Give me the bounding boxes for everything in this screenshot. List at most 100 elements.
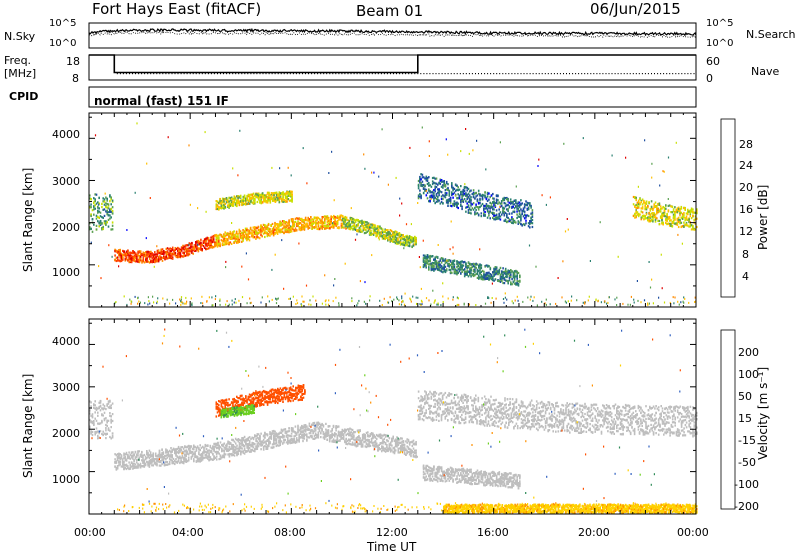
- power-cell: [106, 199, 108, 202]
- power-cell: [234, 298, 236, 301]
- power-cell: [499, 215, 502, 218]
- power-cell: [141, 253, 143, 256]
- velocity-cell: [97, 437, 99, 440]
- power-cell: [508, 212, 511, 215]
- power-cell: [648, 261, 650, 263]
- power-cell: [271, 227, 274, 231]
- power-cell: [440, 304, 442, 307]
- power-cell: [179, 298, 181, 301]
- power-cell: [545, 203, 547, 206]
- power-cell: [316, 218, 318, 221]
- power-cell: [98, 222, 100, 225]
- power-cell: [499, 266, 502, 269]
- nave-dot: [420, 73, 422, 75]
- nave-dot: [195, 73, 197, 75]
- power-cell: [103, 198, 106, 201]
- power-cell: [632, 203, 635, 206]
- power-cell: [211, 237, 214, 240]
- power-cell: [452, 252, 454, 255]
- power-cell: [512, 302, 514, 305]
- velocity-cell: [120, 454, 123, 457]
- power-cell: [500, 202, 503, 205]
- power-cell: [221, 240, 224, 243]
- power-cell: [153, 265, 155, 268]
- power-cell: [219, 245, 221, 248]
- power-cell: [661, 287, 663, 290]
- power-cell: [122, 256, 124, 259]
- power-cell: [182, 255, 184, 258]
- power-cell: [107, 207, 110, 210]
- power-cell: [255, 229, 257, 232]
- power-cell: [177, 256, 179, 259]
- power-cell: [641, 207, 644, 210]
- power-cell: [291, 193, 293, 196]
- power-cell: [137, 258, 139, 261]
- power-cell: [390, 229, 392, 232]
- power-cell: [130, 302, 132, 305]
- velocity-cell: [110, 419, 112, 422]
- power-cell: [114, 250, 116, 253]
- power-cell: [307, 216, 309, 219]
- velocity-cell: [125, 459, 128, 462]
- power-cell: [301, 228, 303, 231]
- power-cell: [533, 296, 535, 299]
- nave-dot: [620, 73, 622, 75]
- power-cell: [168, 252, 170, 255]
- power-cell: [647, 302, 649, 305]
- nave-dot: [153, 73, 155, 75]
- power-cell: [588, 295, 590, 298]
- power-cell: [504, 292, 506, 295]
- power-cell: [115, 249, 118, 253]
- velocity-cell: [102, 430, 104, 433]
- power-cell: [97, 220, 99, 223]
- nave-dot: [116, 73, 118, 75]
- power-cell: [470, 212, 472, 215]
- power-cell: [188, 252, 191, 255]
- power-cell: [142, 251, 145, 254]
- power-cell: [219, 233, 221, 236]
- power-cell: [671, 224, 674, 227]
- power-cell: [484, 194, 486, 197]
- power-cell: [325, 215, 327, 218]
- power-cell: [338, 304, 340, 307]
- power-cell: [503, 214, 506, 217]
- nave-dot: [596, 73, 598, 75]
- power-cell: [298, 226, 301, 229]
- power-cell: [237, 174, 239, 177]
- power-cell: [311, 223, 313, 226]
- power-cell: [101, 216, 103, 219]
- power-cell: [502, 267, 504, 270]
- power-cell: [178, 251, 180, 254]
- power-cell: [195, 246, 197, 249]
- power-cell: [129, 254, 132, 257]
- power-cell: [359, 280, 361, 283]
- power-cell: [228, 242, 230, 245]
- nave-dot: [311, 73, 313, 75]
- power-cell: [165, 257, 168, 260]
- power-cell: [172, 298, 174, 301]
- nave-dot: [672, 73, 674, 75]
- velocity-cell: [119, 463, 121, 466]
- power-cell: [244, 227, 247, 230]
- power-cell: [516, 277, 518, 280]
- power-cell: [331, 150, 333, 153]
- power-cell: [155, 260, 157, 263]
- power-cell: [223, 233, 225, 236]
- power-cell: [294, 220, 297, 223]
- power-cell: [488, 214, 490, 217]
- nave-dot: [429, 73, 431, 75]
- power-cell: [230, 234, 233, 237]
- power-cell: [447, 297, 449, 300]
- nave-dot: [605, 73, 607, 75]
- velocity-cell: [110, 426, 112, 429]
- velocity-cell: [99, 409, 102, 412]
- power-cell: [480, 264, 483, 267]
- power-cell: [272, 230, 275, 233]
- velocity-cell: [137, 466, 139, 469]
- power-cell: [420, 197, 422, 200]
- power-cell: [458, 303, 460, 306]
- power-cell: [163, 253, 165, 256]
- power-cell: [278, 230, 280, 233]
- power-cell: [562, 260, 564, 263]
- power-cell: [107, 214, 110, 217]
